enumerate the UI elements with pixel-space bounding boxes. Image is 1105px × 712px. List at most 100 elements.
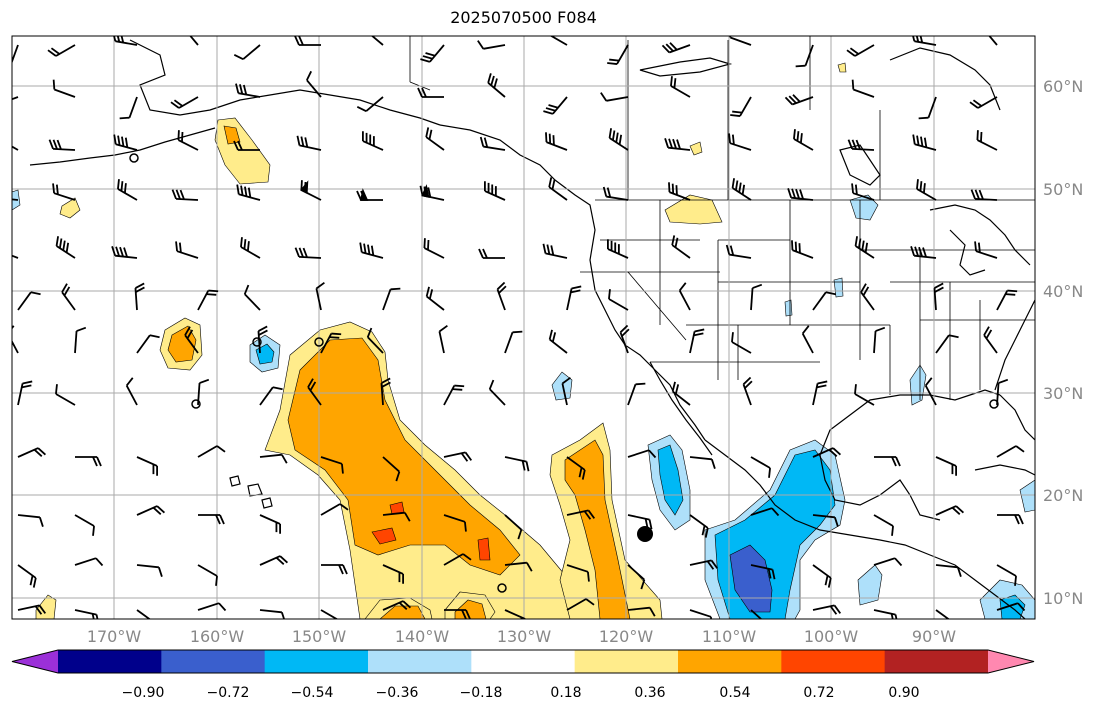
wind-barb	[812, 514, 839, 527]
wind-barb	[198, 514, 225, 525]
calm-circle	[989, 399, 999, 409]
wind-barb	[982, 36, 998, 46]
wind-barb	[935, 505, 965, 516]
wind-barb	[504, 330, 523, 354]
negative-anomaly-shading	[12, 189, 1035, 619]
border	[627, 271, 687, 341]
lat-label: 50°N	[1043, 180, 1083, 199]
coastline	[129, 39, 441, 126]
calm-markers	[129, 153, 999, 593]
coastline	[889, 47, 1001, 111]
longitude-labels: 170°W 160°W 150°W 140°W 130°W 120°W 110°…	[87, 627, 956, 646]
wind-barb	[321, 564, 348, 575]
wind-barb	[17, 564, 37, 588]
wind-barb	[812, 447, 842, 458]
colorbar-tick-label: −0.18	[460, 685, 503, 701]
wind-barb	[259, 609, 286, 619]
wind-barb	[873, 326, 886, 354]
wind-barb	[419, 184, 445, 201]
wind-barb	[750, 507, 780, 517]
anomaly-region	[689, 141, 703, 156]
wind-barb	[600, 92, 629, 102]
wind-barb	[670, 76, 691, 98]
wind-barb	[259, 514, 281, 534]
wind-barb	[607, 239, 629, 259]
wind-barb	[183, 36, 199, 46]
wind-barb	[671, 381, 691, 406]
colorbar-segment	[678, 650, 782, 673]
colorbar-tick-label: 0.54	[719, 685, 750, 701]
wind-barb	[795, 44, 814, 68]
wind-barb	[257, 325, 268, 354]
storm-center-dot	[637, 526, 653, 542]
wind-barb	[548, 177, 568, 201]
wind-barb	[197, 289, 219, 311]
wind-barb	[12, 325, 19, 354]
lon-label: 140°W	[395, 627, 450, 646]
wind-barb	[75, 456, 102, 467]
wind-barb	[812, 380, 828, 406]
wind-barb	[728, 36, 752, 46]
wind-barb	[918, 96, 937, 120]
wind-barb	[996, 289, 1018, 311]
wind-barb	[366, 327, 384, 354]
wind-barb	[197, 445, 226, 458]
wind-barb	[750, 609, 768, 619]
wind-barb	[17, 380, 33, 406]
lat-label: 40°N	[1043, 282, 1083, 301]
wind-barb	[443, 384, 465, 406]
anomaly-region	[379, 605, 426, 619]
wind-barb	[671, 235, 691, 259]
wind-barb	[74, 326, 87, 354]
wind-barb	[689, 514, 709, 538]
wind-barb	[791, 240, 814, 259]
wind-barb	[542, 243, 568, 259]
colorbar-segment	[58, 650, 162, 673]
wind-barb	[854, 384, 875, 406]
wind-barb	[74, 557, 104, 567]
wind-barb	[12, 249, 19, 259]
wind-barb	[607, 44, 629, 65]
wind-barb	[48, 139, 76, 151]
coastline	[229, 475, 273, 509]
wind-barb	[619, 324, 630, 354]
calm-circle	[191, 399, 201, 409]
wind-barb	[976, 130, 998, 151]
wind-barb	[320, 503, 349, 516]
wind-barb	[175, 241, 199, 259]
wind-barb	[487, 73, 506, 98]
colorbar-tick-label: −0.72	[207, 685, 250, 701]
calm-circle	[314, 337, 324, 347]
wind-barb	[382, 511, 411, 522]
colorbar-extend-min	[12, 650, 58, 673]
anomaly-region	[1019, 479, 1035, 513]
colorbar-tick-label: −0.36	[376, 685, 419, 701]
wind-barb	[484, 181, 506, 201]
wind-barb	[478, 248, 505, 259]
wind-barb	[425, 127, 445, 151]
wind-barb	[664, 138, 691, 151]
wind-barb	[545, 132, 568, 151]
lat-label: 20°N	[1043, 486, 1083, 505]
colorbar-tick-label: 0.90	[888, 685, 919, 701]
wind-barb	[17, 291, 41, 311]
wind-barb	[136, 456, 158, 476]
wind-barb	[382, 287, 401, 311]
wind-barb	[423, 238, 445, 259]
wind-barb	[240, 237, 261, 259]
wind-barb	[184, 326, 199, 354]
wind-barb	[259, 453, 288, 464]
colorbar	[11, 649, 1035, 674]
wind-barb	[812, 291, 836, 311]
lon-label: 100°W	[804, 627, 859, 646]
wind-barb	[678, 282, 691, 311]
coastline	[704, 439, 1026, 619]
anomaly-region	[849, 194, 879, 221]
wind-barb	[750, 283, 763, 311]
wind-barb	[750, 456, 771, 478]
wind-barb	[725, 244, 752, 259]
wind-barb	[793, 129, 814, 151]
wind-barb	[627, 564, 646, 590]
wind-barb	[969, 96, 998, 109]
wind-barb	[171, 189, 199, 201]
